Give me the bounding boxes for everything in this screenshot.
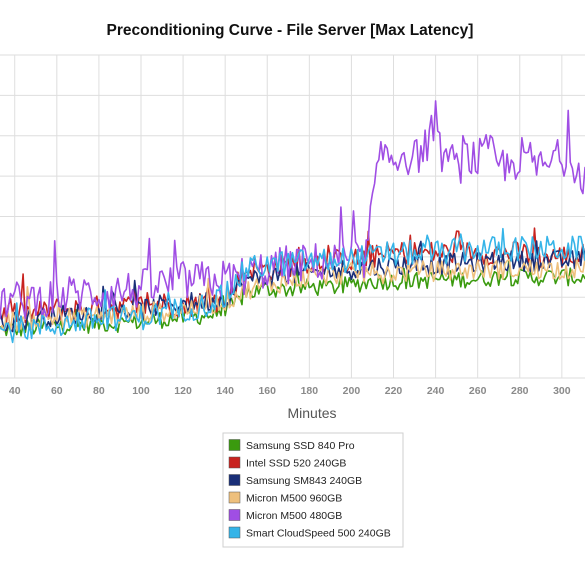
x-tick-label: 180 <box>301 385 319 397</box>
x-tick-label: 240 <box>427 385 445 397</box>
x-tick-label: 120 <box>174 385 192 397</box>
x-tick-label: 280 <box>511 385 529 397</box>
series-line-smart-cloudspeed-500-240gb <box>0 227 585 344</box>
legend: Samsung SSD 840 Pro Intel SSD 520 240GB Sa… <box>222 432 404 548</box>
legend-label-samsung-ssd-840-pro: Samsung SSD 840 Pro <box>246 440 355 452</box>
x-tick-label: 200 <box>343 385 361 397</box>
x-tick-label: 60 <box>51 385 63 397</box>
x-tick-label: 140 <box>216 385 234 397</box>
series-line-micron-m500-960gb <box>0 258 585 333</box>
legend-label-smart-cloudspeed-500-240gb: Smart CloudSpeed 500 240GB <box>246 528 391 540</box>
x-tick-label: 300 <box>553 385 571 397</box>
x-tick-label: 100 <box>132 385 150 397</box>
x-tick-label: 40 <box>9 385 21 397</box>
x-tick-label: 160 <box>258 385 276 397</box>
legend-label-samsung-sm843-240gb: Samsung SM843 240GB <box>246 475 362 487</box>
series-line-micron-m500-480gb <box>0 100 585 320</box>
legend-label-micron-m500-960gb: Micron M500 960GB <box>246 493 342 505</box>
legend-swatch-intel-ssd-520-240gb <box>228 456 241 469</box>
legend-swatch-samsung-ssd-840-pro <box>228 439 241 451</box>
legend-label-intel-ssd-520-240gb: Intel SSD 520 240GB <box>246 458 346 470</box>
chart-title: Preconditioning Curve - File Server [Max… <box>107 22 474 39</box>
legend-box <box>222 432 404 548</box>
x-tick-label: 260 <box>469 385 487 397</box>
legend-swatch-micron-m500-480gb <box>228 509 241 521</box>
x-tick-label: 220 <box>385 385 403 397</box>
legend-swatch-smart-cloudspeed-500-240gb <box>228 526 241 539</box>
x-tick-label: 80 <box>93 385 105 397</box>
x-axis-label: Minutes <box>287 405 336 421</box>
legend-swatch-micron-m500-960gb <box>228 491 241 504</box>
series-group <box>0 100 585 344</box>
x-axis-ticks: 40 60 80 100 120 140 160 180 200 220 240 260 280 300 <box>9 385 571 397</box>
legend-swatch-samsung-sm843-240gb <box>228 474 241 486</box>
legend-label-micron-m500-480gb: Micron M500 480GB <box>246 510 342 522</box>
